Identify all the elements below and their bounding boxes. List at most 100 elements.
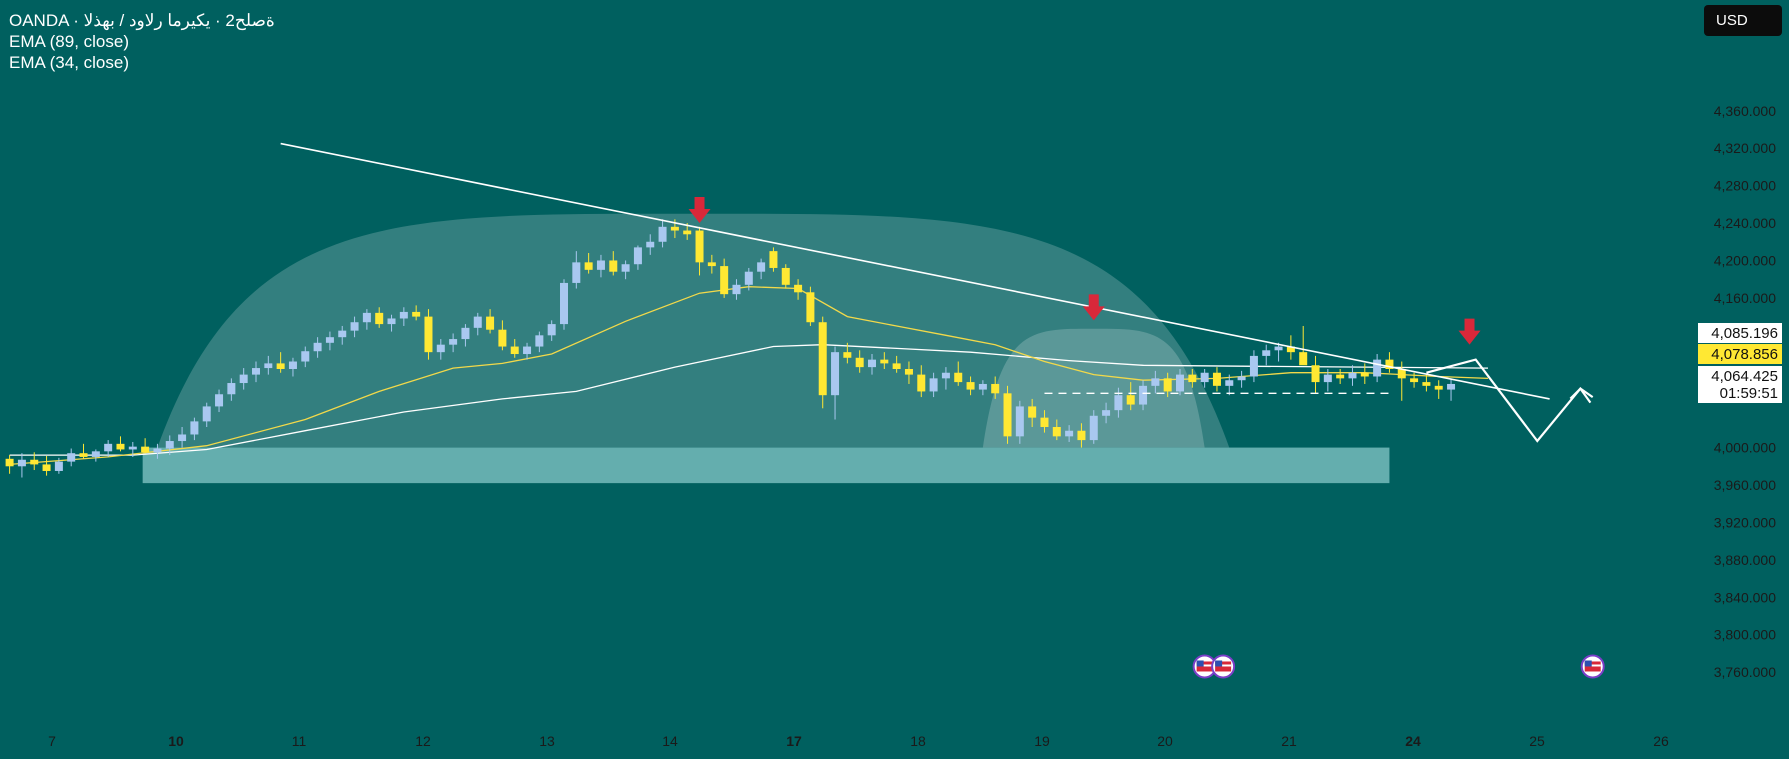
candle-body[interactable] <box>929 378 938 392</box>
candle-body[interactable] <box>473 316 482 328</box>
candle-body[interactable] <box>436 344 445 353</box>
candle-body[interactable] <box>1212 372 1221 386</box>
candle-body[interactable] <box>461 327 470 340</box>
us-flag-event-icon[interactable] <box>1580 654 1605 679</box>
candle-body[interactable] <box>276 363 285 369</box>
candle-body[interactable] <box>510 346 519 355</box>
candle-body[interactable] <box>313 342 322 352</box>
candle-body[interactable] <box>1311 365 1320 383</box>
candle-body[interactable] <box>1286 346 1295 353</box>
price-tag[interactable]: 4,078.856 <box>1698 344 1782 364</box>
candle-body[interactable] <box>412 311 421 317</box>
candle-body[interactable] <box>1089 415 1098 441</box>
candle-body[interactable] <box>831 352 840 396</box>
candle-body[interactable] <box>1151 378 1160 386</box>
candle-body[interactable] <box>1139 385 1148 405</box>
candle-body[interactable] <box>1188 374 1197 383</box>
candle-body[interactable] <box>1126 395 1135 405</box>
candle-body[interactable] <box>17 459 26 467</box>
candle-body[interactable] <box>252 368 260 375</box>
candle-body[interactable] <box>1200 372 1209 383</box>
candle-body[interactable] <box>178 434 187 442</box>
candle-body[interactable] <box>264 363 273 369</box>
candle-body[interactable] <box>917 374 926 392</box>
candle-body[interactable] <box>1348 372 1357 379</box>
candle-body[interactable] <box>1447 383 1456 390</box>
candle-body[interactable] <box>54 461 63 471</box>
candle-body[interactable] <box>794 284 803 293</box>
price-tag[interactable]: 4,064.425 <box>1698 366 1782 386</box>
candle-body[interactable] <box>1336 374 1345 379</box>
candle-body[interactable] <box>449 339 458 345</box>
left-dome-shape[interactable] <box>157 213 1230 448</box>
candle-body[interactable] <box>535 335 544 347</box>
candle-body[interactable] <box>91 451 100 457</box>
candle-body[interactable] <box>301 351 310 362</box>
candle-body[interactable] <box>818 322 827 396</box>
candle-body[interactable] <box>1040 417 1049 427</box>
candle-body[interactable] <box>1163 378 1172 392</box>
candle-body[interactable] <box>966 382 975 390</box>
candle-body[interactable] <box>1373 359 1382 377</box>
candle-body[interactable] <box>325 337 334 343</box>
candle-body[interactable] <box>424 316 433 353</box>
candle-body[interactable] <box>67 453 76 462</box>
candle-body[interactable] <box>572 262 581 283</box>
candle-body[interactable] <box>486 316 495 330</box>
candle-body[interactable] <box>153 448 162 453</box>
candle-body[interactable] <box>1274 346 1283 351</box>
candle-body[interactable] <box>288 361 297 369</box>
ema-89-line[interactable] <box>9 344 1489 456</box>
candle-body[interactable] <box>596 260 605 270</box>
candle-body[interactable] <box>658 226 667 242</box>
candle-body[interactable] <box>1176 374 1184 392</box>
candle-body[interactable] <box>523 346 532 355</box>
candle-body[interactable] <box>670 226 679 231</box>
candle-body[interactable] <box>806 292 815 323</box>
candle-body[interactable] <box>1262 350 1271 356</box>
candle-body[interactable] <box>646 241 655 248</box>
candle-body[interactable] <box>1015 406 1024 437</box>
candle-body[interactable] <box>227 383 236 395</box>
down-arrow-marker[interactable] <box>1458 318 1481 345</box>
candle-body[interactable] <box>892 363 901 369</box>
candle-body[interactable] <box>1114 395 1123 411</box>
candle-body[interactable] <box>991 383 1000 394</box>
candle-body[interactable] <box>1077 430 1086 441</box>
candle-body[interactable] <box>79 453 88 457</box>
candle-body[interactable] <box>1434 385 1443 390</box>
us-flag-event-icon[interactable] <box>1211 654 1236 679</box>
candle-body[interactable] <box>868 359 876 368</box>
currency-button[interactable]: USD <box>1704 5 1782 36</box>
candle-body[interactable] <box>1422 382 1431 386</box>
projection-arrow-head[interactable] <box>1569 386 1592 404</box>
candle-body[interactable] <box>104 443 113 452</box>
candle-body[interactable] <box>560 282 568 325</box>
candle-body[interactable] <box>1299 352 1308 366</box>
candle-body[interactable] <box>1065 430 1074 437</box>
symbol-title[interactable]: OANDA · ةصلح2 · يكيرما رلاود / بهذلا <box>9 11 275 30</box>
candle-body[interactable] <box>843 352 852 358</box>
candle-body[interactable] <box>1237 376 1246 381</box>
candle-body[interactable] <box>1003 393 1012 437</box>
candle-body[interactable] <box>239 374 248 384</box>
candle-body[interactable] <box>362 312 371 323</box>
candle-body[interactable] <box>387 318 396 325</box>
candle-body[interactable] <box>720 266 729 295</box>
candle-body[interactable] <box>42 464 51 471</box>
candle-body[interactable] <box>30 459 39 465</box>
candle-body[interactable] <box>1385 359 1394 369</box>
ema-89-label[interactable]: EMA (89, close) <box>9 32 129 51</box>
price-tag[interactable]: 4,085.196 <box>1698 323 1782 343</box>
candle-body[interactable] <box>1249 355 1258 377</box>
candle-body[interactable] <box>954 372 963 383</box>
candle-body[interactable] <box>683 230 692 235</box>
down-arrow-marker[interactable] <box>1082 294 1105 321</box>
price-tag[interactable]: 01:59:51 <box>1698 383 1782 403</box>
candle-body[interactable] <box>165 441 174 449</box>
candle-body[interactable] <box>769 251 778 268</box>
candle-body[interactable] <box>609 260 618 272</box>
candle-body[interactable] <box>978 383 987 390</box>
